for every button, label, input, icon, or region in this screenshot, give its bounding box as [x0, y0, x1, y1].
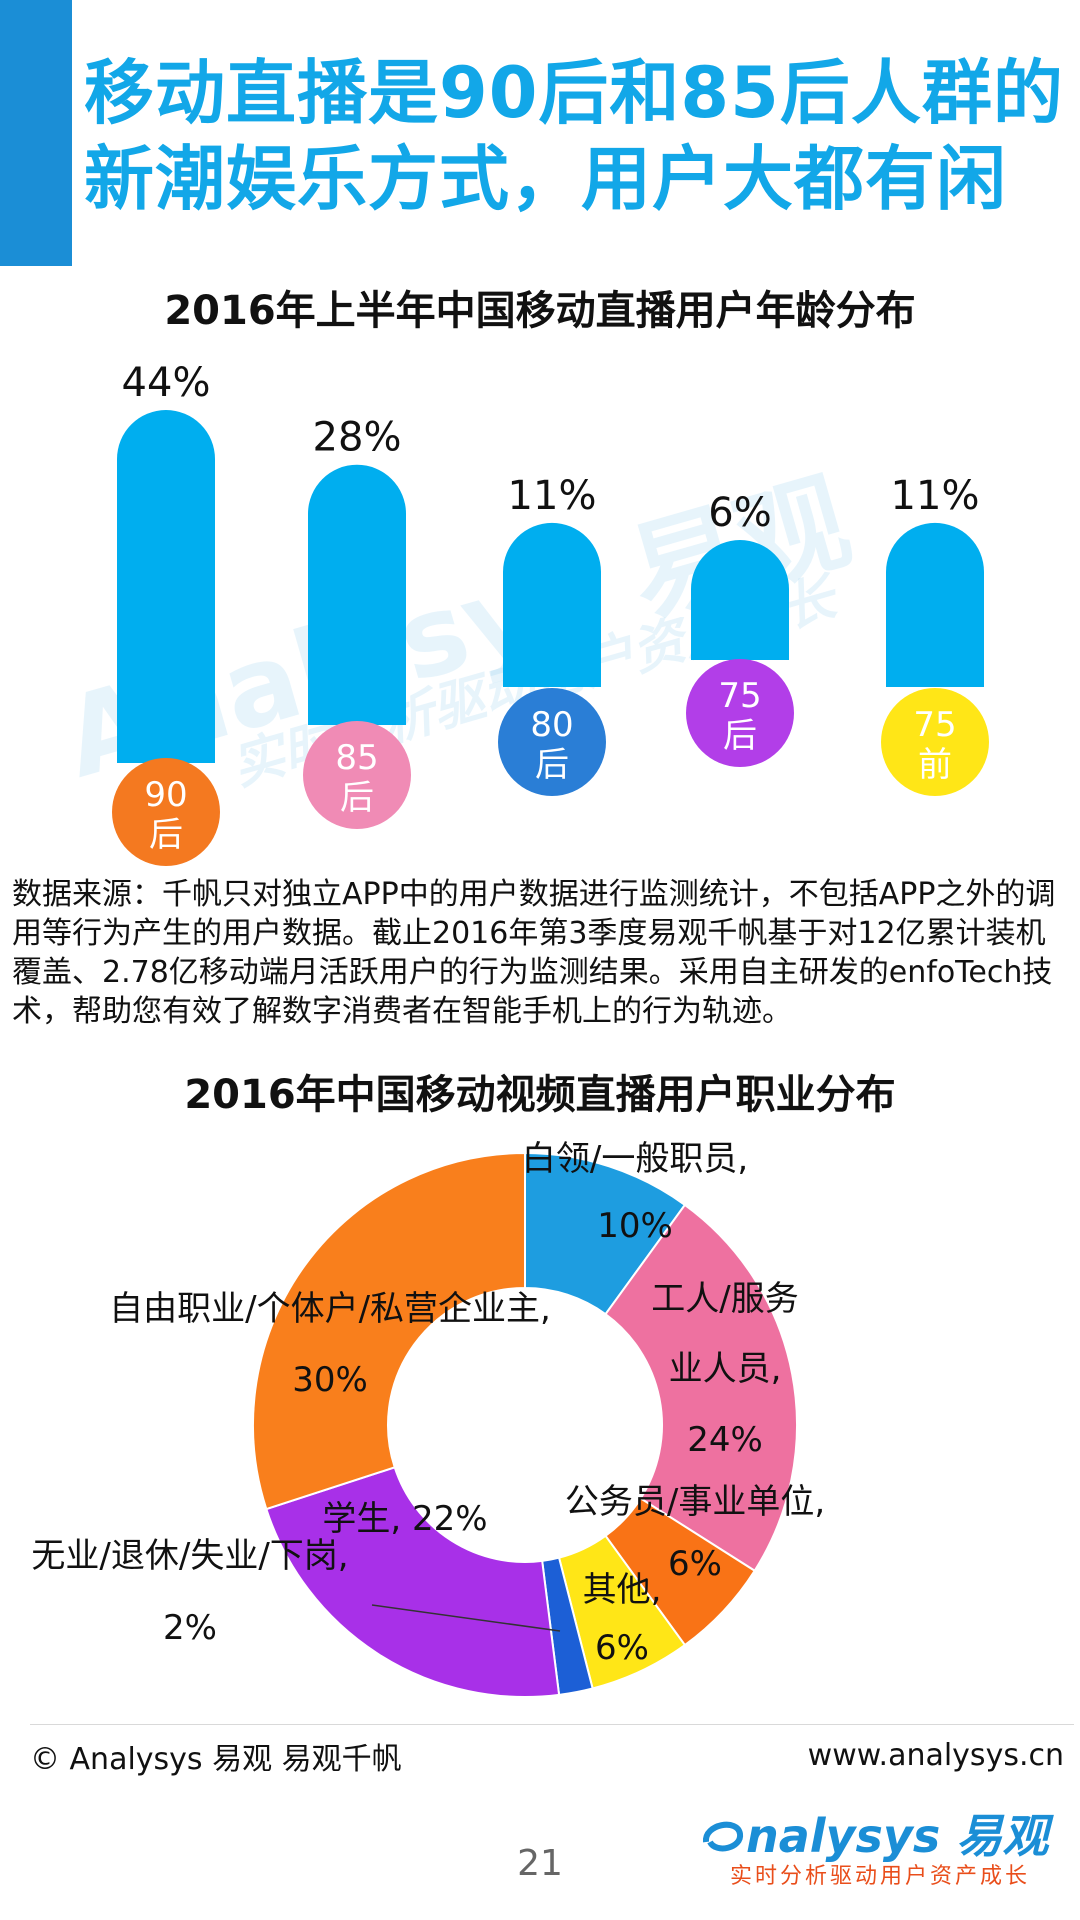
footer-divider — [30, 1724, 1074, 1725]
donut-label: 学生, 22% — [322, 1499, 487, 1539]
donut-label: 公务员/事业单位, — [565, 1482, 825, 1522]
brand-cn-text: 易观 — [956, 1809, 1049, 1863]
brand-tagline: 实时分析驱动用户资产成长 — [730, 1864, 1031, 1889]
brand-logo: nalysys 易观 实时分析驱动用户资产成长 — [700, 1800, 1048, 1890]
category-label: 80 — [530, 705, 573, 745]
category-label: 后 — [535, 745, 569, 785]
brand-wordmark: nalysys 易观 — [700, 1800, 1048, 1866]
category-label: 75 — [718, 676, 761, 716]
copyright: © Analysys 易观 易观千帆 — [30, 1742, 402, 1777]
category-circle — [686, 659, 794, 767]
category-circle — [303, 721, 411, 829]
category-label: 前 — [918, 745, 952, 785]
donut-label: 6% — [668, 1544, 722, 1584]
donut-slice — [604, 1203, 798, 1573]
donut-label: 自由职业/个体户/私营企业主, — [109, 1289, 551, 1329]
bar-75后 — [691, 540, 789, 660]
occupation-donut-chart: 白领/一般职员,10%工人/服务业人员,24%公务员/事业单位,6%其他,6%无… — [31, 1139, 825, 1698]
website-link[interactable]: www.analysys.cn — [807, 1738, 1064, 1773]
title-accent-bar — [0, 0, 72, 266]
donut-label: 工人/服务 — [651, 1279, 798, 1319]
donut-label: 无业/退休/失业/下岗, — [31, 1536, 348, 1576]
category-circle — [112, 758, 220, 866]
category-label: 后 — [723, 716, 757, 756]
donut-label: 2% — [163, 1608, 217, 1648]
category-label: 75 — [913, 705, 956, 745]
donut-slice — [252, 1151, 526, 1511]
donut-label: 10% — [597, 1206, 673, 1246]
donut-label: 6% — [595, 1628, 649, 1668]
donut-slice — [265, 1466, 561, 1698]
donut-label: 业人员, — [669, 1349, 782, 1389]
bar-value-label: 28% — [313, 415, 402, 461]
age-chart-title: 2016年上半年中国移动直播用户年龄分布 — [164, 288, 916, 334]
bar-80后 — [503, 522, 601, 687]
brand-swoosh-icon — [703, 1821, 743, 1852]
bar-value-label: 44% — [122, 360, 211, 406]
category-circle — [881, 688, 989, 796]
bar-90后 — [117, 410, 215, 763]
bar-value-label: 11% — [508, 473, 597, 519]
bar-85后 — [308, 464, 406, 725]
category-label: 90 — [144, 775, 187, 815]
donut-label: 30% — [292, 1360, 368, 1400]
category-label: 后 — [340, 778, 374, 818]
donut-label: 白领/一般职员, — [522, 1139, 748, 1179]
donut-label: 其他, — [583, 1570, 662, 1610]
bar-value-label: 6% — [708, 490, 771, 536]
brand-name-text: nalysys — [746, 1809, 941, 1863]
category-label: 85 — [335, 738, 378, 778]
donut-label: 24% — [687, 1420, 763, 1460]
page-number: 21 — [517, 1843, 563, 1884]
occupation-chart-title: 2016年中国移动视频直播用户职业分布 — [184, 1072, 896, 1118]
bar-75前 — [886, 522, 984, 687]
category-label: 后 — [149, 815, 183, 855]
page-title: 移动直播是90后和85后人群的新潮娱乐方式，用户大都有闲 — [84, 52, 1064, 220]
category-circle — [498, 688, 606, 796]
bar-value-label: 11% — [891, 473, 980, 519]
source-note: 数据来源：千帆只对独立APP中的用户数据进行监测统计，不包括APP之外的调用等行… — [12, 877, 1056, 1029]
donut-leader-line — [371, 1604, 561, 1632]
